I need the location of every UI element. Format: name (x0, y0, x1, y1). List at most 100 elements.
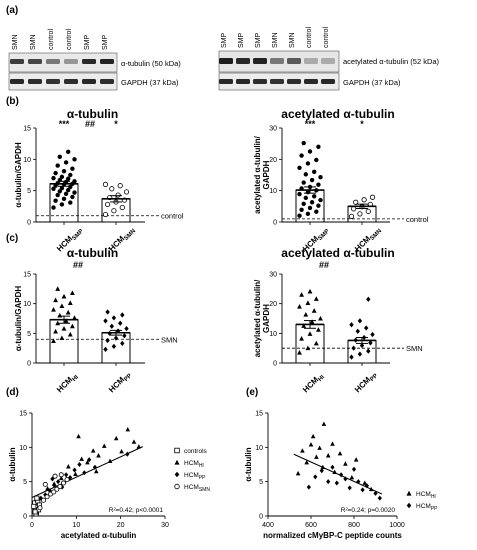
legend-label: HCMPP (184, 472, 206, 481)
data-point (314, 157, 319, 163)
blot-band (100, 79, 114, 84)
data-point (44, 494, 50, 500)
data-point (70, 166, 75, 171)
data-point (361, 197, 367, 203)
data-point (349, 354, 354, 360)
panel-label-a: (a) (6, 5, 18, 16)
category-label-pp: HCMPP (353, 369, 379, 395)
data-point (57, 483, 63, 489)
data-point (299, 153, 304, 158)
blot-band (304, 79, 318, 84)
data-point (105, 337, 110, 344)
data-point (310, 433, 316, 439)
data-point (319, 468, 324, 474)
data-point (102, 181, 109, 187)
data-point (306, 484, 311, 490)
blot-band (253, 79, 267, 84)
blot-band (287, 79, 301, 84)
category-label-hi: HCMHI (55, 371, 80, 396)
data-point (61, 293, 67, 299)
data-point (111, 343, 117, 350)
y-tick-label: 10 (23, 301, 31, 308)
blot-right-label-acetyl: acetylated α-tubulin (52 kDa) (343, 57, 440, 66)
data-point (77, 461, 82, 468)
data-point (299, 207, 304, 212)
data-point (119, 204, 125, 211)
legend-label: controls (184, 448, 208, 455)
data-point (307, 331, 313, 336)
y-tick-label: 0 (273, 361, 277, 368)
data-point (51, 489, 57, 495)
y-tick-label: 30 (269, 126, 277, 133)
data-point (51, 205, 56, 210)
data-point (325, 453, 331, 458)
data-point (59, 185, 65, 191)
data-point (103, 346, 108, 352)
data-point (307, 149, 313, 154)
legend-marker (406, 490, 412, 496)
data-point (109, 186, 115, 192)
x-tick-label: 600 (305, 522, 317, 529)
blot-band (64, 59, 78, 64)
data-point (53, 198, 58, 203)
data-point (70, 194, 75, 200)
panel-label-c: (c) (6, 233, 18, 244)
data-point (365, 208, 371, 214)
blot-lane-label: SMN (272, 32, 279, 48)
data-point (72, 179, 77, 184)
data-point (300, 448, 305, 453)
data-point (64, 472, 69, 478)
data-point (59, 202, 65, 207)
data-point (315, 327, 321, 332)
chart-b-left: α-tubulin051015α-tubulin/GAPDHcontrol***… (14, 107, 184, 253)
x-tick-label: 30 (161, 522, 169, 529)
y-tick-label: 5 (23, 479, 27, 486)
data-point (313, 474, 318, 480)
blot-band (10, 59, 24, 64)
x-tick-label: 400 (262, 522, 274, 529)
blot-lane-label: SMP (238, 33, 245, 49)
blot-band (253, 58, 267, 64)
regression-line (293, 453, 383, 495)
data-point (305, 211, 311, 217)
data-point (316, 182, 321, 187)
data-point (64, 477, 70, 483)
panel-label-e: (e) (246, 387, 258, 398)
data-point (66, 187, 71, 193)
data-point (351, 345, 356, 351)
data-point (301, 140, 306, 146)
y-tick-label: 10 (19, 445, 27, 452)
blot-lane-label: control (323, 27, 330, 48)
data-point (366, 348, 371, 354)
y-tick-label: 0 (27, 220, 31, 227)
blot-band (236, 79, 250, 84)
y-tick-label: 0 (27, 361, 31, 368)
data-point (85, 459, 90, 465)
data-point (125, 426, 131, 432)
legend-label: HCMHI (416, 491, 436, 500)
data-point (311, 308, 317, 313)
data-point (301, 180, 306, 185)
legend-marker (174, 459, 180, 465)
between-group-significance: ## (85, 119, 95, 129)
data-point (316, 144, 321, 149)
data-point (59, 174, 65, 180)
data-point (120, 312, 125, 318)
blot-band (64, 79, 78, 84)
data-point (318, 174, 323, 180)
category-label-hi: HCMHI (301, 371, 326, 396)
data-point (61, 169, 67, 174)
data-point (90, 448, 96, 453)
data-point (96, 453, 101, 458)
x-axis-label: acetylated α-tubulin (61, 531, 137, 540)
data-point (53, 328, 59, 334)
data-point (57, 312, 63, 318)
data-point (111, 208, 117, 214)
data-point (117, 183, 123, 189)
panel-label-d: (d) (6, 387, 19, 398)
x-tick-label: 1000 (389, 522, 405, 529)
legend-label: HCMPP (416, 503, 438, 512)
data-point (301, 201, 306, 207)
